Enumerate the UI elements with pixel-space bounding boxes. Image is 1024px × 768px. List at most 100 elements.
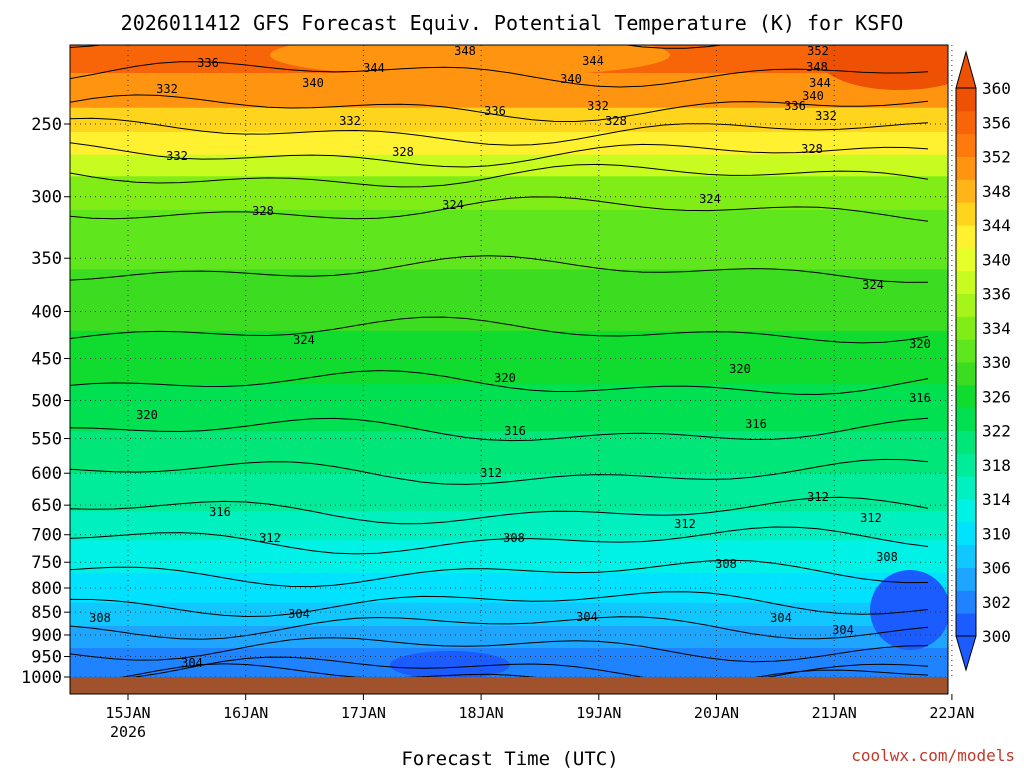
field-band [70,511,948,542]
contour-label: 328 [392,145,414,159]
colorbar-bottom-arrow [955,635,977,672]
field-fill [70,45,948,677]
contour-label: 320 [494,371,516,385]
field-band [70,131,948,156]
contour-label: 340 [560,72,582,86]
colorbar-swatch [956,88,976,112]
colorbar-swatch [956,613,976,637]
contour-lines [70,45,929,677]
x-tick-label: 16JAN [223,704,268,722]
colorbar-swatch [956,293,976,317]
contour-label: 344 [809,76,831,90]
colorbar-label: 314 [982,490,1011,509]
contour-label: 308 [89,611,111,625]
x-tick-label: 22JAN [929,704,974,722]
y-tick-label: 800 [31,579,62,599]
field-band [70,209,948,271]
contour-label: 316 [909,391,931,405]
y-tick-label: 650 [31,496,62,516]
field-band [70,626,948,650]
contour-label: 320 [136,408,158,422]
contour-label: 308 [503,531,525,545]
field-band [70,540,948,574]
colorbar-label: 360 [982,79,1011,98]
contour-line [70,417,929,442]
colorbar-swatch [956,225,976,249]
y-tick-label: 400 [31,302,62,322]
contour-label: 312 [860,511,882,525]
warm-patch [270,45,670,77]
chart-title: 2026011412 GFS Forecast Equiv. Potential… [121,11,904,35]
y-tick-label: 250 [31,115,62,135]
x-tick-label: 15JAN [105,704,150,722]
colorbar-swatch [956,247,976,272]
colorbar-swatch [956,202,976,226]
field-band [70,330,948,386]
field-band [70,269,948,332]
y-tick-label: 500 [31,392,62,412]
contour-label: 312 [480,466,502,480]
contour-label: 304 [832,623,854,637]
y-tick-label: 950 [31,648,62,668]
colorbar-label: 336 [982,285,1011,304]
contour-label: 352 [807,44,829,58]
contour-label: 332 [156,82,178,96]
x-axis-label: Forecast Time (UTC) [401,748,618,768]
colorbar-swatch [956,339,976,363]
contour-line [70,559,929,588]
contour-label: 324 [293,333,315,347]
field-band [70,73,948,109]
x-tick-label: 17JAN [341,704,386,722]
field-band [70,384,948,433]
contour-label: 304 [288,607,310,621]
y-tick-label: 1000 [21,668,62,688]
field-band [70,473,948,513]
contour-label: 320 [729,362,751,376]
colorbar-swatch [956,453,976,477]
y-tick-label: 350 [31,249,62,269]
colorbar-swatch [956,499,976,523]
contour-label: 316 [745,417,767,431]
contour-label: 336 [484,104,506,118]
contour-label: 324 [862,278,884,292]
contour-label: 332 [339,114,361,128]
contour-label: 348 [454,44,476,58]
colorbar-swatch [956,567,976,591]
colorbar-swatch [956,430,976,454]
contour-label: 324 [699,192,721,206]
contour-label: 344 [582,54,604,68]
grid-lines [70,45,953,678]
contour-label: 348 [806,60,828,74]
colorbar-label: 326 [982,387,1011,406]
field-band [70,648,948,670]
contour-label: 312 [259,531,281,545]
contour-line [70,663,929,677]
colorbar-swatch [956,270,976,294]
credit-text: coolwx.com/models [851,746,1015,765]
contour-line [70,370,929,396]
colorbar-swatch [956,384,976,409]
colorbar-swatch [956,179,976,203]
warm-patch [820,45,948,90]
colorbar: 300 302 306 310 314 318 322 326 330 334 336 340 344 3… [955,50,1011,672]
colorbar-top-arrow [955,50,977,89]
cold-patch [870,570,948,650]
colorbar-swatch [956,544,976,568]
cold-patch [390,651,510,677]
colorbar-label: 330 [982,353,1011,372]
field-band [70,572,948,604]
contour-line [70,196,929,222]
contour-label: 316 [504,424,526,438]
contour-line [70,656,929,677]
contour-line [70,526,929,555]
contour-label: 328 [605,114,627,128]
contour-label: 332 [166,149,188,163]
contour-line [70,637,929,663]
x-tick-label: 18JAN [459,704,504,722]
contour-label: 312 [674,517,696,531]
contour-label: 304 [770,611,792,625]
contour-label: 308 [876,550,898,564]
contour-line [70,163,929,188]
contour-label: 304 [576,610,598,624]
